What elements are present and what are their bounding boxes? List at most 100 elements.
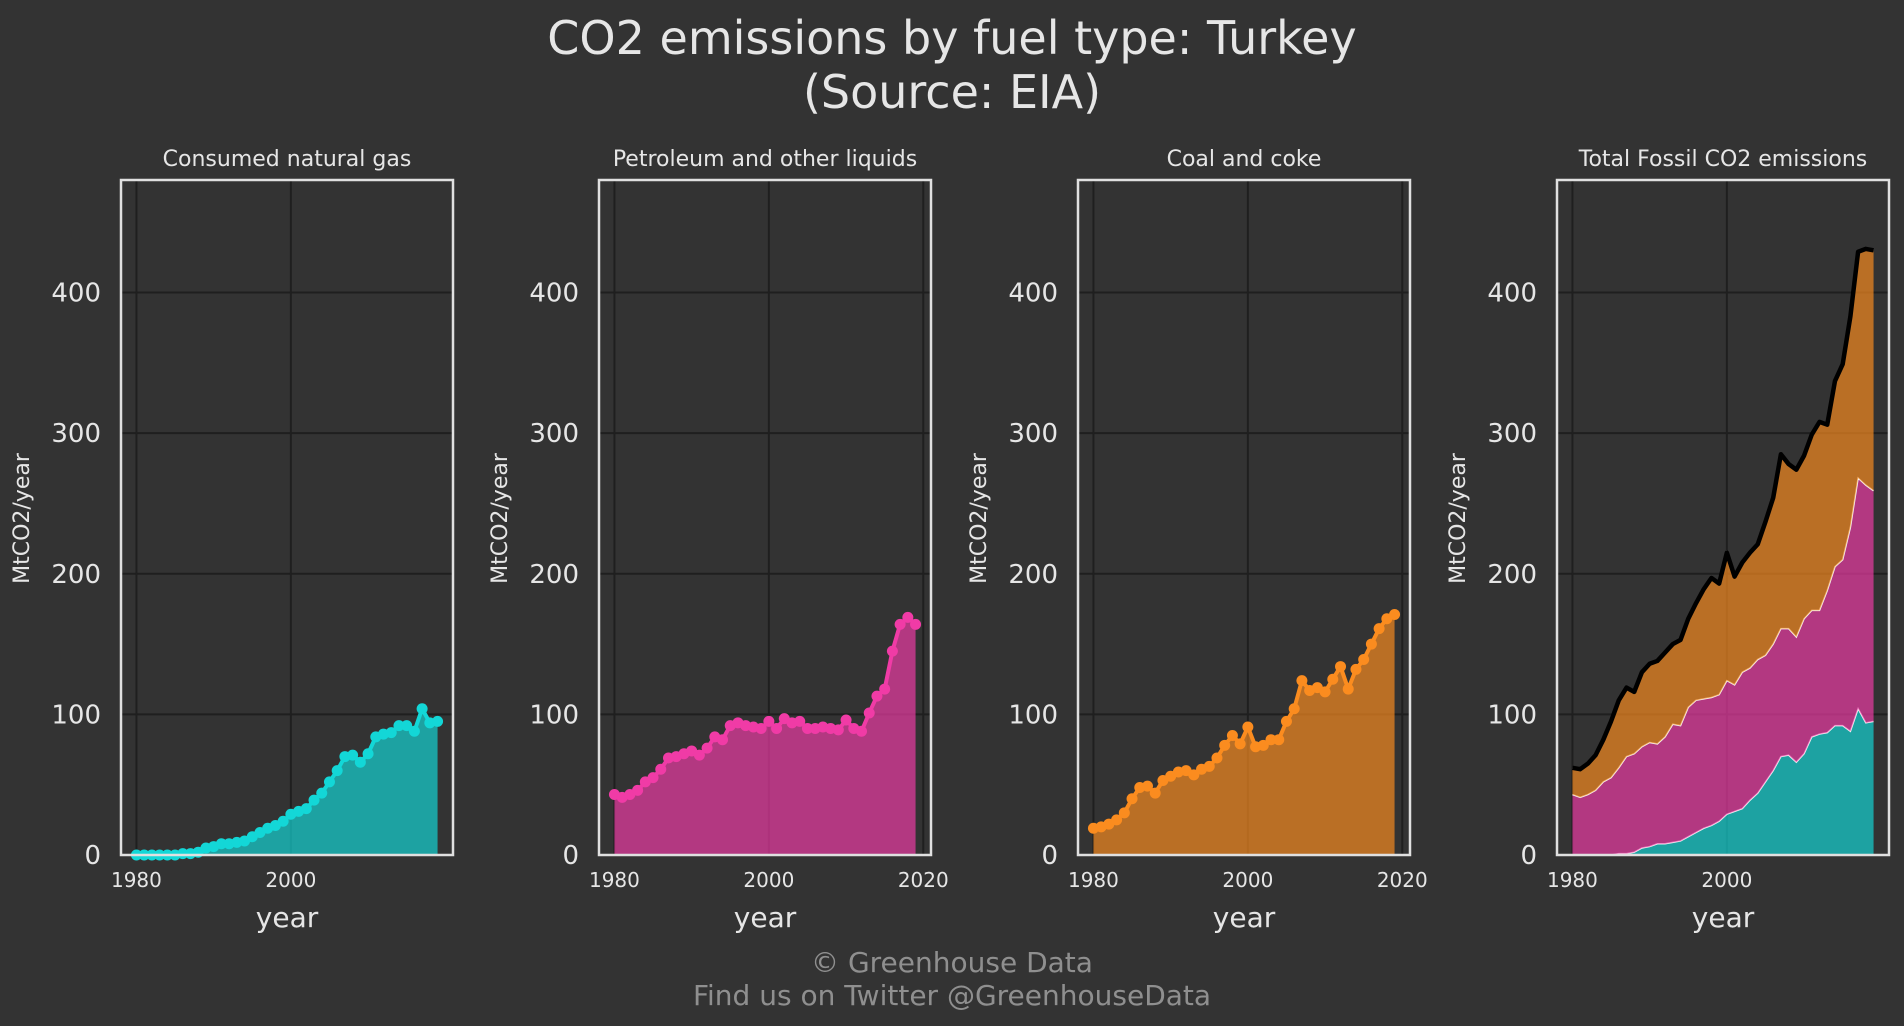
point-coal-2013 bbox=[1342, 683, 1354, 695]
point-gas-2013 bbox=[385, 727, 397, 739]
point-petroleum-2001 bbox=[771, 722, 783, 734]
ytick-label-100: 100 bbox=[51, 700, 101, 730]
point-coal-2016 bbox=[1365, 638, 1377, 650]
point-coal-2010 bbox=[1319, 686, 1331, 698]
chart-title-line2: (Source: EIA) bbox=[803, 65, 1101, 119]
panel-consumed-natural-gas: Consumed natural gas 0 100 200 300 400 1980 200… bbox=[10, 147, 455, 934]
yaxis-label: MtCO2/year bbox=[967, 452, 992, 584]
point-coal-2002 bbox=[1257, 739, 1269, 751]
point-petroleum-2018 bbox=[902, 611, 914, 623]
point-coal-1983 bbox=[1111, 814, 1123, 826]
point-coal-2012 bbox=[1335, 661, 1347, 673]
ytick-label-400: 400 bbox=[1487, 279, 1537, 309]
point-coal-2017 bbox=[1373, 623, 1385, 635]
xtick-label-1980: 1980 bbox=[1547, 868, 1598, 892]
point-coal-1999 bbox=[1234, 738, 1246, 750]
point-gas-2004 bbox=[316, 787, 328, 799]
point-coal-1987 bbox=[1141, 780, 1153, 792]
point-gas-2008 bbox=[347, 749, 359, 761]
ytick-label-300: 300 bbox=[1008, 419, 1058, 449]
point-coal-2005 bbox=[1280, 715, 1292, 727]
stack-area-gas bbox=[1572, 708, 1874, 855]
point-petroleum-1983 bbox=[632, 784, 644, 796]
point-gas-2019 bbox=[432, 715, 444, 727]
point-coal-1997 bbox=[1219, 739, 1231, 751]
xtick-label-1980: 1980 bbox=[111, 868, 162, 892]
xtick-label-2020: 2020 bbox=[1377, 868, 1428, 892]
point-coal-2019 bbox=[1389, 609, 1401, 621]
plot-frame bbox=[119, 178, 455, 857]
point-coal-1985 bbox=[1126, 793, 1138, 805]
point-gas-1986 bbox=[177, 848, 189, 860]
panel-coal-and-coke: Coal and coke 0 100 200 300 400 1980 2000 2020 ye… bbox=[967, 147, 1428, 934]
stack-area-petroleum bbox=[1572, 478, 1874, 855]
panel-title-petroleum-and-other-liquids: Petroleum and other liquids bbox=[613, 147, 917, 172]
point-gas-2017 bbox=[416, 703, 428, 715]
xtick-label-2000: 2000 bbox=[1222, 868, 1273, 892]
xtick-label-2020: 2020 bbox=[898, 868, 949, 892]
footer-twitter: Find us on Twitter @GreenhouseData bbox=[693, 979, 1211, 1012]
panel-title-consumed-natural-gas: Consumed natural gas bbox=[163, 147, 412, 172]
point-gas-1991 bbox=[215, 838, 227, 850]
panel-title-total-fossil-co2-emissions: Total Fossil CO2 emissions bbox=[1578, 147, 1868, 172]
point-coal-2006 bbox=[1288, 703, 1300, 715]
point-petroleum-2010 bbox=[840, 714, 852, 726]
ytick-label-100: 100 bbox=[1487, 700, 1537, 730]
plot-frame bbox=[597, 178, 933, 857]
point-petroleum-1991 bbox=[693, 749, 705, 761]
ytick-label-200: 200 bbox=[51, 560, 101, 590]
ytick-label-100: 100 bbox=[1008, 700, 1058, 730]
point-petroleum-2015 bbox=[879, 683, 891, 695]
point-petroleum-2004 bbox=[794, 715, 806, 727]
total-line bbox=[1572, 246, 1874, 772]
point-petroleum-1985 bbox=[647, 772, 659, 784]
point-petroleum-1986 bbox=[655, 763, 667, 775]
ytick-label-400: 400 bbox=[529, 279, 579, 309]
point-coal-2004 bbox=[1273, 734, 1285, 746]
panel-total-fossil-co2-emissions: Total Fossil CO2 emissions 0 100 200 300 400 1… bbox=[1446, 147, 1891, 934]
point-coal-2000 bbox=[1242, 721, 1254, 733]
point-gas-2009 bbox=[354, 756, 366, 768]
point-petroleum-2016 bbox=[886, 645, 898, 657]
point-coal-2011 bbox=[1327, 673, 1339, 685]
point-gas-2006 bbox=[331, 765, 343, 777]
plot-frame bbox=[1555, 178, 1891, 857]
point-coal-2007 bbox=[1296, 675, 1308, 687]
yaxis-label: MtCO2/year bbox=[10, 452, 35, 584]
area-petroleum bbox=[614, 617, 916, 855]
panels: Consumed natural gas 0 100 200 300 400 1980 200… bbox=[10, 147, 1891, 934]
point-gas-2005 bbox=[323, 776, 335, 788]
yaxis-label: MtCO2/year bbox=[1446, 452, 1471, 584]
point-gas-2015 bbox=[401, 720, 413, 732]
point-petroleum-1999 bbox=[755, 722, 767, 734]
ytick-label-300: 300 bbox=[529, 419, 579, 449]
xaxis-label: year bbox=[734, 901, 797, 934]
ytick-label-300: 300 bbox=[51, 419, 101, 449]
ytick-label-400: 400 bbox=[51, 279, 101, 309]
xaxis-label: year bbox=[1692, 901, 1755, 934]
point-gas-2016 bbox=[408, 725, 420, 737]
panel-petroleum-and-other-liquids: Petroleum and other liquids 0 100 200 300 400… bbox=[488, 147, 949, 934]
ytick-label-200: 200 bbox=[1008, 560, 1058, 590]
xtick-label-1980: 1980 bbox=[589, 868, 640, 892]
point-petroleum-2012 bbox=[856, 725, 868, 737]
point-coal-1996 bbox=[1211, 752, 1223, 764]
point-coal-1984 bbox=[1118, 807, 1130, 819]
ytick-label-400: 400 bbox=[1008, 279, 1058, 309]
point-coal-1988 bbox=[1149, 787, 1161, 799]
point-petroleum-2017 bbox=[894, 618, 906, 630]
xtick-label-1980: 1980 bbox=[1068, 868, 1119, 892]
point-petroleum-2009 bbox=[832, 724, 844, 736]
point-coal-2015 bbox=[1358, 654, 1370, 666]
point-petroleum-2014 bbox=[871, 690, 883, 702]
ytick-label-200: 200 bbox=[529, 560, 579, 590]
point-gas-2002 bbox=[300, 803, 312, 815]
area-gas bbox=[136, 708, 438, 855]
ytick-label-200: 200 bbox=[1487, 560, 1537, 590]
point-petroleum-1992 bbox=[701, 742, 713, 754]
point-petroleum-2019 bbox=[910, 618, 922, 630]
ytick-label-0: 0 bbox=[1520, 841, 1537, 871]
yaxis-label: MtCO2/year bbox=[488, 452, 513, 584]
point-coal-1998 bbox=[1226, 729, 1238, 741]
plot-frame bbox=[1076, 178, 1412, 857]
